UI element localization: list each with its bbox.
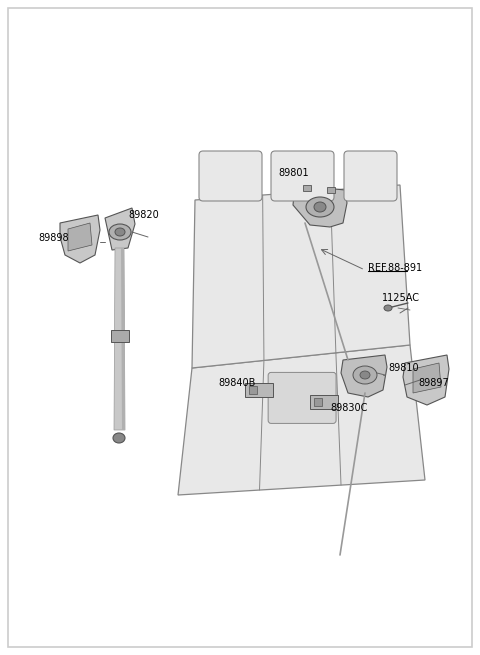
Bar — [314, 398, 322, 406]
Text: 1125AC: 1125AC — [382, 293, 420, 303]
Polygon shape — [192, 185, 410, 368]
Polygon shape — [68, 223, 92, 251]
Ellipse shape — [115, 228, 125, 236]
Bar — [111, 330, 129, 342]
Text: REF.88-891: REF.88-891 — [368, 263, 422, 273]
Ellipse shape — [353, 366, 377, 384]
FancyBboxPatch shape — [199, 151, 262, 201]
Bar — [310, 395, 338, 409]
Ellipse shape — [113, 433, 125, 443]
Ellipse shape — [314, 202, 326, 212]
FancyBboxPatch shape — [268, 373, 336, 423]
Polygon shape — [114, 248, 125, 430]
Text: 89830C: 89830C — [330, 403, 367, 413]
Ellipse shape — [109, 224, 131, 240]
Text: 89897: 89897 — [418, 378, 449, 388]
Ellipse shape — [306, 197, 334, 217]
Polygon shape — [293, 185, 347, 227]
Text: 89840B: 89840B — [218, 378, 255, 388]
Bar — [245, 383, 273, 397]
Polygon shape — [341, 355, 387, 397]
Polygon shape — [178, 345, 425, 495]
Polygon shape — [121, 248, 125, 430]
FancyBboxPatch shape — [344, 151, 397, 201]
Bar — [249, 386, 257, 394]
Text: 89898: 89898 — [38, 233, 69, 243]
Polygon shape — [60, 215, 100, 263]
Ellipse shape — [360, 371, 370, 379]
FancyBboxPatch shape — [271, 151, 334, 201]
Bar — [303, 185, 311, 191]
Text: 89820: 89820 — [128, 210, 159, 220]
Text: 89801: 89801 — [278, 168, 309, 178]
Polygon shape — [105, 208, 135, 250]
Ellipse shape — [384, 305, 392, 311]
Text: 89810: 89810 — [388, 363, 419, 373]
Polygon shape — [403, 355, 449, 405]
Bar — [327, 187, 335, 193]
Polygon shape — [413, 363, 441, 393]
